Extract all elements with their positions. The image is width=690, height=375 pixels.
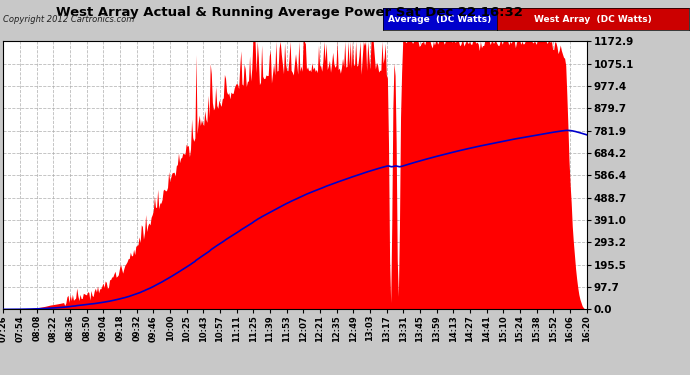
Text: West Array Actual & Running Average Power Sat Dec 22 16:32: West Array Actual & Running Average Powe… — [57, 6, 523, 19]
Text: Average  (DC Watts): Average (DC Watts) — [388, 15, 491, 24]
Text: West Array  (DC Watts): West Array (DC Watts) — [534, 15, 651, 24]
Text: Copyright 2012 Cartronics.com: Copyright 2012 Cartronics.com — [3, 15, 135, 24]
